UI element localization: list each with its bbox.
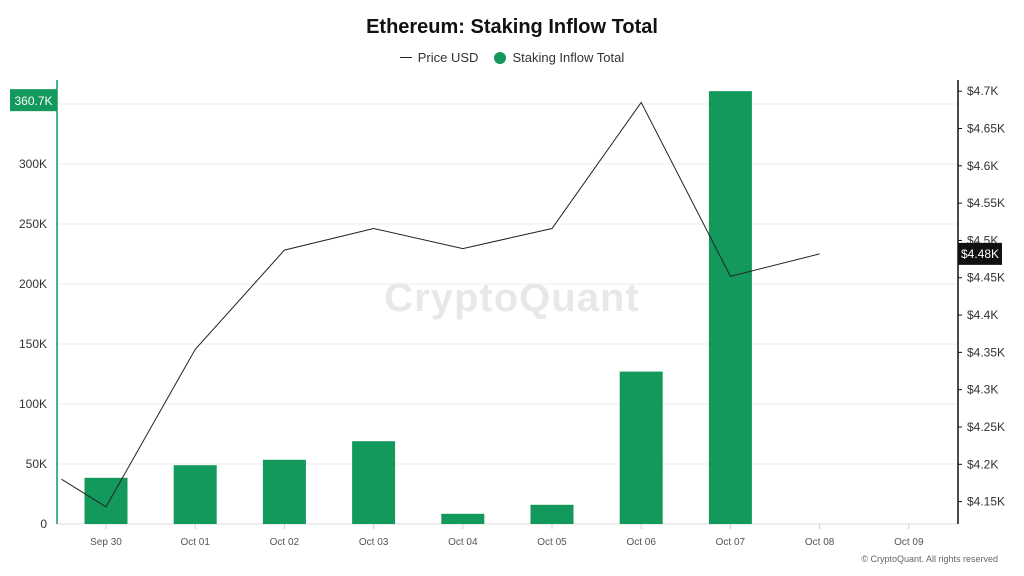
x-tick-label: Oct 07 — [716, 537, 746, 548]
y-left-tick-label: 200K — [19, 277, 47, 291]
current-value-badge — [10, 89, 57, 112]
legend-item-price[interactable]: Price USD — [399, 50, 479, 65]
y-right-tick-label: $4.25K — [967, 420, 1005, 434]
x-tick-label: Oct 08 — [805, 537, 835, 548]
line-swatch-icon — [399, 57, 412, 58]
y-left-tick-label: 50K — [26, 457, 47, 471]
x-tick-label: Sep 30 — [90, 537, 122, 548]
y-right-tick-label: $4.3K — [967, 383, 998, 397]
y-right-tick-label: $4.15K — [967, 495, 1005, 509]
bar-sep-30 — [84, 477, 128, 524]
legend-label-staking: Staking Inflow Total — [512, 50, 625, 65]
bar-oct-05 — [530, 504, 574, 524]
copyright: © CryptoQuant. All rights reserved — [861, 554, 998, 564]
current-value-label: 360.7K — [14, 94, 52, 108]
bar-oct-06 — [619, 371, 663, 524]
y-right-tick-label: $4.6K — [967, 159, 998, 173]
y-right-tick-label: $4.2K — [967, 457, 998, 471]
bar-oct-07 — [708, 91, 752, 524]
x-tick-label: Oct 09 — [894, 537, 924, 548]
legend: Price USD Staking Inflow Total — [0, 50, 1024, 65]
chart-title: Ethereum: Staking Inflow Total — [366, 16, 658, 38]
y-left-tick-label: 100K — [19, 397, 47, 411]
y-left-tick-label: 0 — [40, 517, 47, 531]
bar-oct-03 — [352, 441, 396, 524]
x-tick-label: Oct 01 — [180, 537, 210, 548]
legend-label-price: Price USD — [417, 50, 479, 65]
y-left-tick-label: 250K — [19, 217, 47, 231]
current-price-badge — [958, 242, 1002, 265]
y-left-tick-label: 300K — [19, 157, 47, 171]
price-line — [61, 101, 820, 508]
y-right-tick-label: $4.4K — [967, 308, 998, 322]
y-right-tick-label: $4.7K — [967, 84, 998, 98]
current-price-label: $4.48K — [961, 247, 999, 261]
y-right-tick-label: $4.65K — [967, 122, 1005, 136]
x-tick-label: Oct 05 — [537, 537, 567, 548]
y-left-tick-label: 150K — [19, 337, 47, 351]
bar-oct-02 — [262, 459, 306, 524]
legend-item-staking[interactable]: Staking Inflow Total — [494, 50, 624, 65]
y-right-tick-label: $4.45K — [967, 271, 1005, 285]
bar-oct-01 — [173, 465, 217, 524]
x-tick-label: Oct 02 — [270, 537, 300, 548]
bar-oct-04 — [441, 513, 485, 524]
y-right-tick-label: $4.35K — [967, 345, 1005, 359]
x-tick-label: Oct 06 — [626, 537, 656, 548]
x-tick-label: Oct 04 — [448, 537, 478, 548]
x-tick-label: Oct 03 — [359, 537, 389, 548]
y-right-tick-label: $4.55K — [967, 196, 1005, 210]
dot-swatch-icon — [494, 51, 507, 64]
